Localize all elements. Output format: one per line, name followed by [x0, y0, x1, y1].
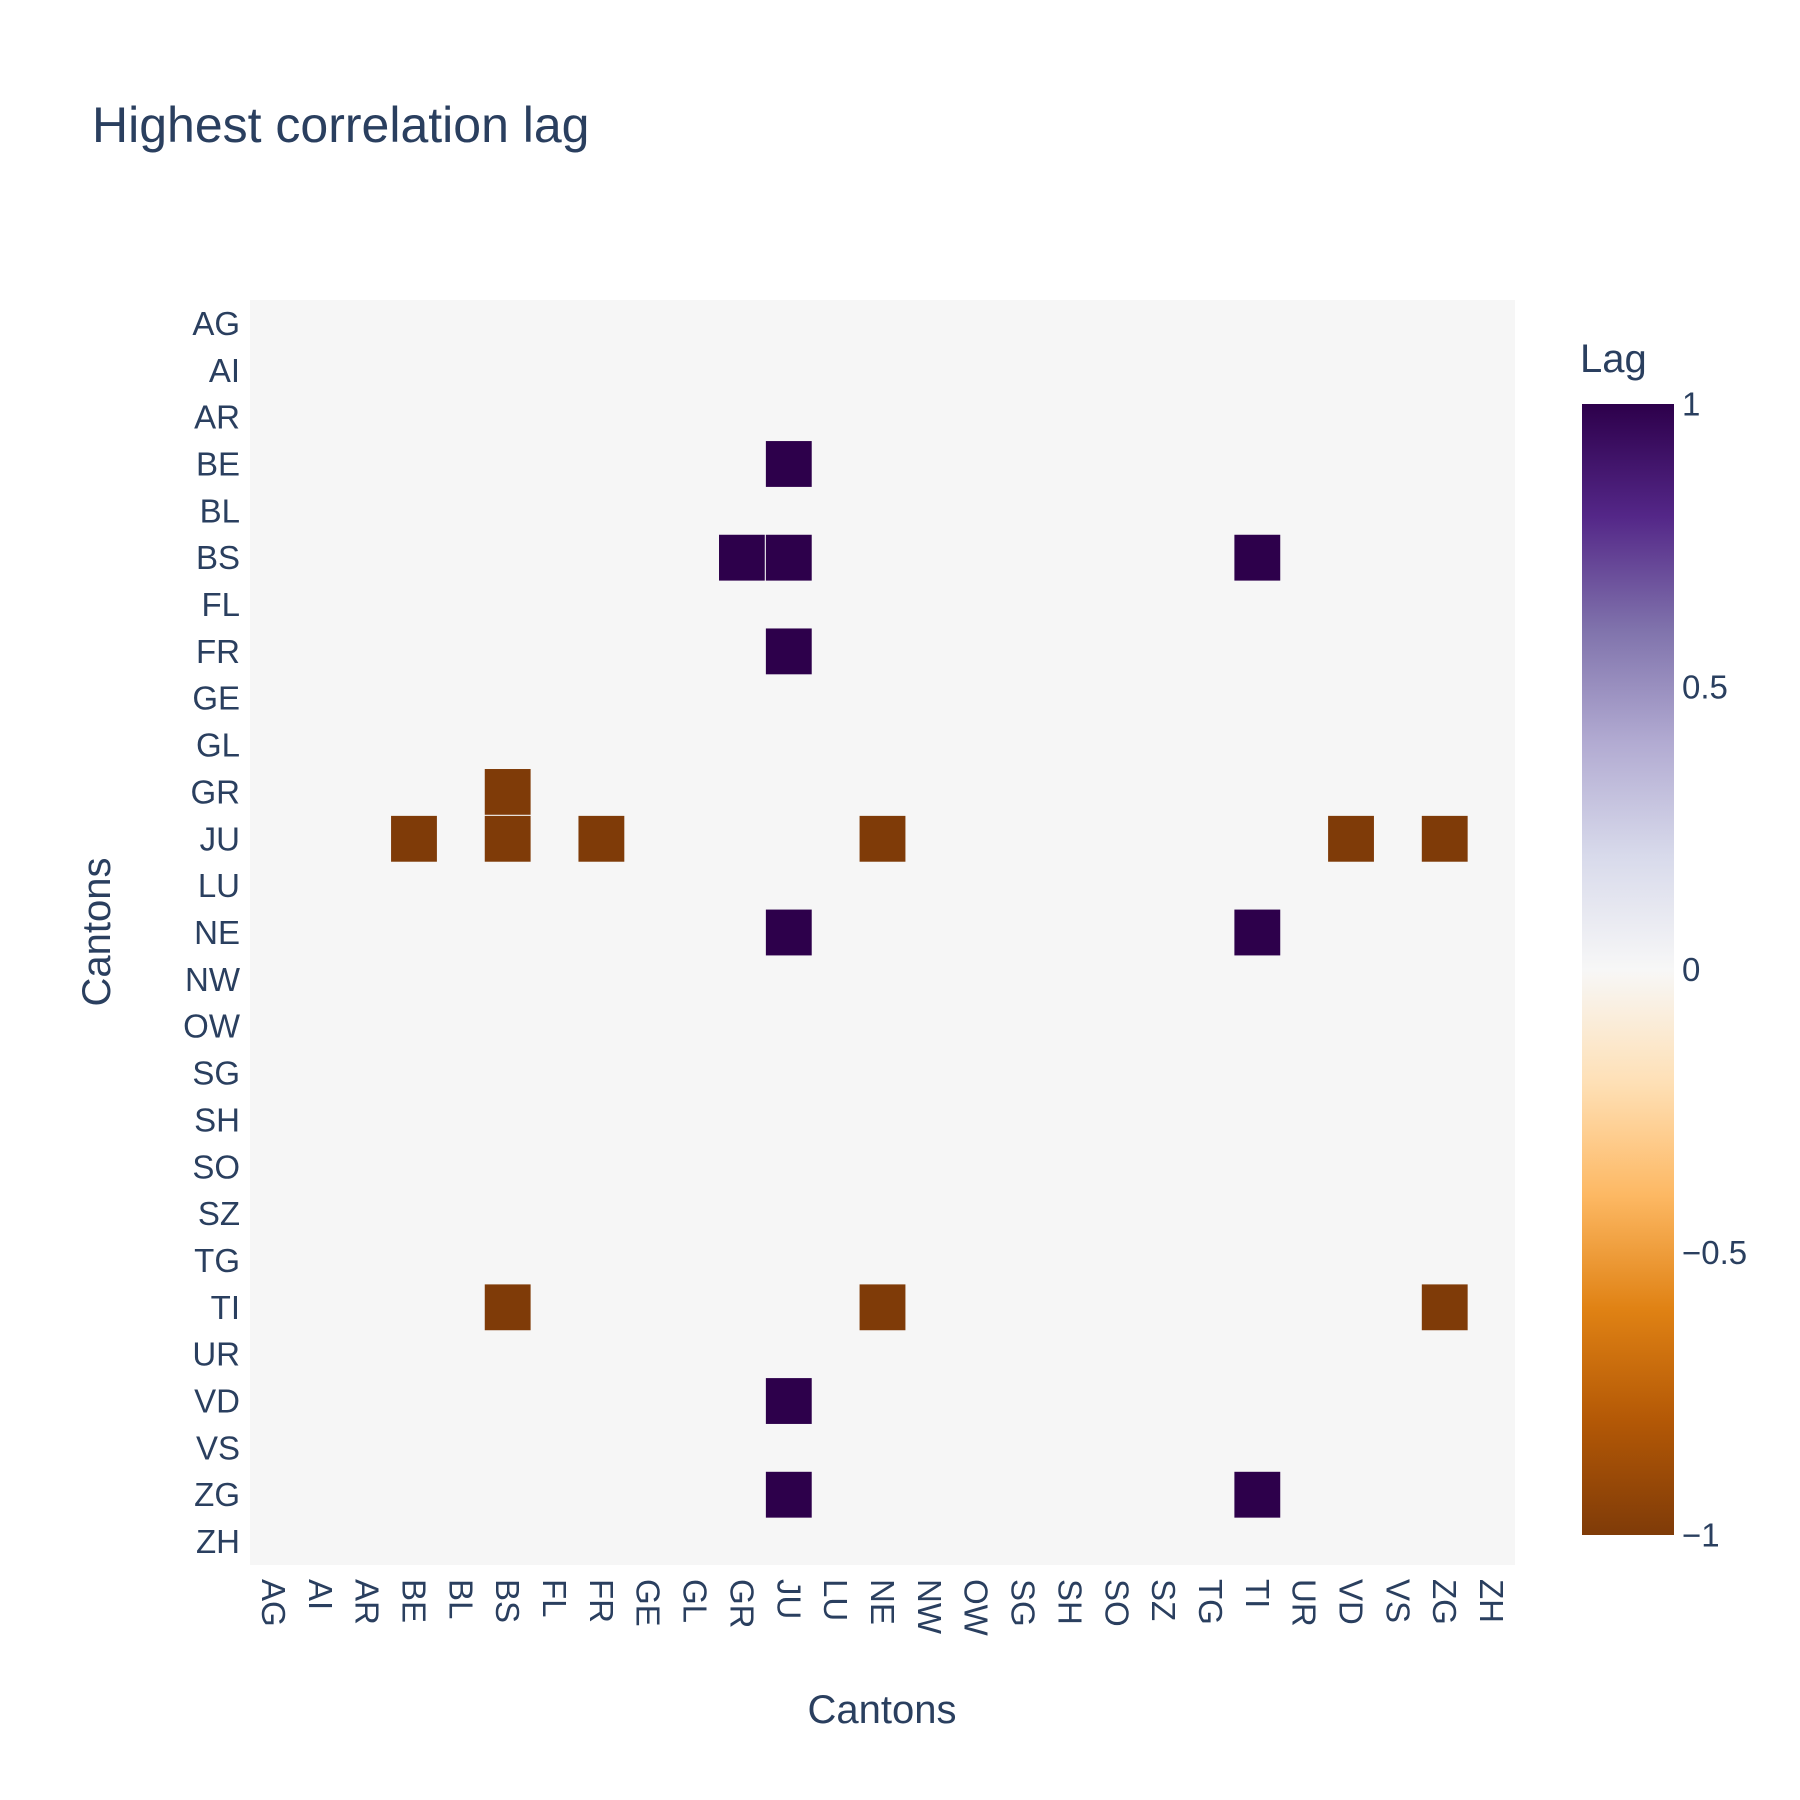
x-tick-ag: AG — [255, 1579, 292, 1627]
x-tick-sz: SZ — [1145, 1579, 1182, 1621]
chart-title: Highest correlation lag — [92, 97, 590, 153]
x-tick-vd: VD — [1333, 1579, 1370, 1625]
x-tick-ow: OW — [958, 1579, 995, 1637]
heatmap-cell-ti-zg — [1420, 1283, 1469, 1332]
y-axis-title: Cantons — [75, 858, 119, 1007]
x-tick-gr: GR — [723, 1579, 760, 1629]
y-tick-vd: VD — [194, 1383, 240, 1420]
colorbar-tick: −1 — [1682, 1517, 1720, 1554]
y-tick-ge: GE — [192, 680, 240, 717]
colorbar-tick: 1 — [1682, 386, 1700, 423]
y-tick-bs: BS — [196, 539, 240, 576]
x-tick-bl: BL — [442, 1579, 479, 1619]
y-tick-so: SO — [192, 1148, 240, 1185]
x-tick-ai: AI — [302, 1579, 339, 1610]
y-tick-fr: FR — [196, 633, 240, 670]
y-axis-ticks: AG AI AR BE BL BS FL FR GE GL GR JU LU NE NW OW SG SH SO SZ… — [183, 305, 241, 1560]
heatmap-cell-gr-bs — [483, 768, 532, 816]
heatmap-cell-ju-be — [390, 814, 438, 863]
x-tick-zg: ZG — [1426, 1579, 1463, 1625]
x-tick-bs: BS — [489, 1579, 526, 1623]
heatmap-cell-ne-ju — [764, 908, 813, 957]
heatmap-cell-zg-ju — [764, 1470, 813, 1519]
plot-area — [250, 300, 1515, 1565]
heatmap-cells — [390, 440, 1469, 1519]
x-tick-fl: FL — [536, 1579, 573, 1618]
heatmap-cell-ju-vd — [1327, 814, 1375, 863]
y-tick-gr: GR — [191, 773, 241, 810]
heatmap-cell-ju-ne — [858, 814, 907, 863]
y-tick-sg: SG — [192, 1055, 240, 1092]
x-tick-nw: NW — [911, 1579, 948, 1635]
y-tick-gl: GL — [196, 727, 240, 764]
colorbar-tick: 0.5 — [1682, 668, 1728, 705]
x-tick-ti: TI — [1239, 1579, 1276, 1608]
x-tick-sh: SH — [1051, 1579, 1088, 1625]
y-tick-zg: ZG — [194, 1476, 240, 1513]
x-tick-fr: FR — [583, 1579, 620, 1623]
x-tick-ar: AR — [349, 1579, 386, 1625]
y-tick-tg: TG — [194, 1242, 240, 1279]
heatmap-cell-bs-ju — [764, 533, 813, 582]
y-tick-nw: NW — [185, 961, 241, 998]
y-tick-lu: LU — [198, 867, 240, 904]
colorbar-ticks: 1 0.5 0 −0.5 −1 — [1682, 386, 1747, 1554]
y-tick-ar: AR — [194, 399, 240, 436]
heatmap-cell-be-ju — [764, 440, 813, 488]
heatmap-cell-bs-ti — [1233, 533, 1282, 582]
x-tick-ju: JU — [770, 1579, 807, 1619]
y-tick-ti: TI — [211, 1289, 240, 1326]
x-axis-title: Cantons — [808, 1688, 957, 1732]
y-tick-vs: VS — [196, 1429, 240, 1466]
x-tick-vs: VS — [1379, 1579, 1416, 1623]
x-tick-sg: SG — [1005, 1579, 1042, 1627]
colorbar-title: Lag — [1580, 337, 1647, 381]
x-axis-ticks: AG AI AR BE BL BS FL FR GE GL GR JU LU NE NW OW SG SH SO SZ… — [255, 1579, 1510, 1637]
x-tick-lu: LU — [817, 1579, 854, 1621]
y-tick-bl: BL — [200, 492, 240, 529]
y-tick-ag: AG — [192, 305, 240, 342]
x-tick-ge: GE — [630, 1579, 667, 1627]
y-tick-ai: AI — [209, 352, 240, 389]
heatmap-cell-zg-ti — [1233, 1470, 1282, 1519]
y-tick-ne: NE — [194, 914, 240, 951]
y-tick-ur: UR — [192, 1336, 240, 1373]
heatmap-cell-ne-ti — [1233, 908, 1282, 957]
heatmap-cell-ju-bs — [483, 814, 532, 863]
colorbar-tick: −0.5 — [1682, 1234, 1747, 1271]
x-tick-be: BE — [395, 1579, 432, 1623]
y-tick-zh: ZH — [196, 1523, 240, 1560]
x-tick-so: SO — [1098, 1579, 1135, 1627]
y-tick-sz: SZ — [198, 1195, 240, 1232]
colorbar-tick: 0 — [1682, 951, 1700, 988]
y-tick-sh: SH — [194, 1101, 240, 1138]
y-tick-ow: OW — [183, 1008, 241, 1045]
y-tick-be: BE — [196, 445, 240, 482]
heatmap-cell-ti-bs — [483, 1283, 532, 1332]
heatmap-cell-ju-fr — [577, 814, 626, 863]
heatmap-cell-bs-gr — [718, 533, 766, 582]
x-tick-ne: NE — [864, 1579, 901, 1625]
y-tick-ju: JU — [200, 820, 240, 857]
x-tick-gl: GL — [677, 1579, 714, 1623]
y-tick-fl: FL — [201, 586, 240, 623]
x-tick-tg: TG — [1192, 1579, 1229, 1625]
heatmap-cell-vd-ju — [764, 1377, 813, 1425]
heatmap-cell-fr-ju — [764, 627, 813, 676]
heatmap-cell-ju-zg — [1420, 814, 1469, 863]
x-tick-ur: UR — [1286, 1579, 1323, 1627]
colorbar — [1582, 404, 1674, 1535]
x-tick-zh: ZH — [1473, 1579, 1510, 1623]
heatmap-cell-ti-ne — [858, 1283, 907, 1332]
